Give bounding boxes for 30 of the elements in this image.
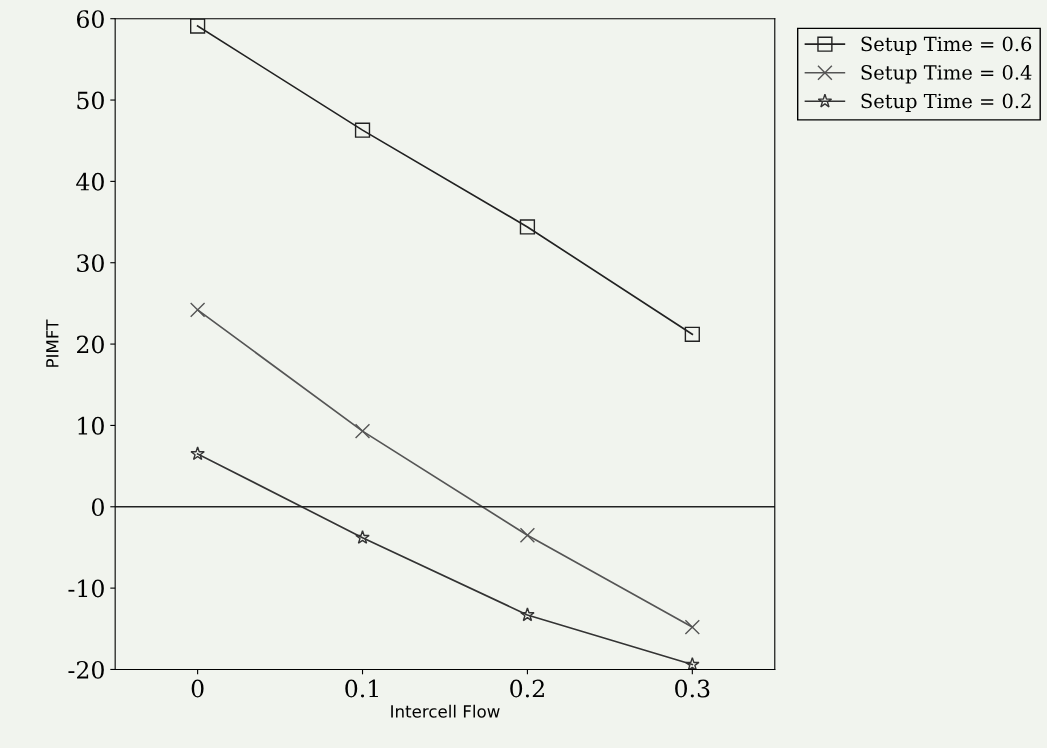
- legend-label: Setup Time = 0.4: [861, 65, 1032, 84]
- point: [519, 527, 536, 543]
- y-axis-title: PIMFT: [46, 319, 59, 367]
- x-tick-label: 0.3: [675, 679, 710, 698]
- x-tick-label: 0.2: [510, 679, 544, 698]
- point: [684, 326, 700, 342]
- point: [189, 18, 206, 34]
- x-tick-label: 0.1: [345, 679, 378, 698]
- legend-label: Setup Time = 0.2: [861, 93, 1031, 113]
- y-tick-label: 40: [76, 172, 104, 191]
- y-tick-label: -20: [68, 660, 104, 679]
- point: [355, 530, 370, 544]
- point: [684, 619, 700, 635]
- point: [354, 423, 371, 439]
- x-tick-label: 0: [191, 679, 204, 698]
- y-tick-label: 30: [77, 254, 104, 273]
- y-tick-label: 50: [77, 91, 104, 110]
- y-tick-label: 0: [91, 498, 104, 517]
- x-axis-title: Intercell Flow: [391, 704, 500, 718]
- point: [190, 446, 205, 461]
- point: [685, 656, 700, 670]
- y-tick-label: -10: [68, 579, 104, 598]
- legend-label: Setup Time = 0.6: [861, 36, 1032, 56]
- point: [520, 607, 535, 622]
- y-tick-label: 60: [76, 10, 104, 29]
- point: [519, 219, 536, 235]
- y-tick-label: 20: [77, 335, 104, 354]
- point: [189, 302, 206, 318]
- point: [354, 122, 371, 138]
- y-tick-label: 10: [78, 416, 104, 435]
